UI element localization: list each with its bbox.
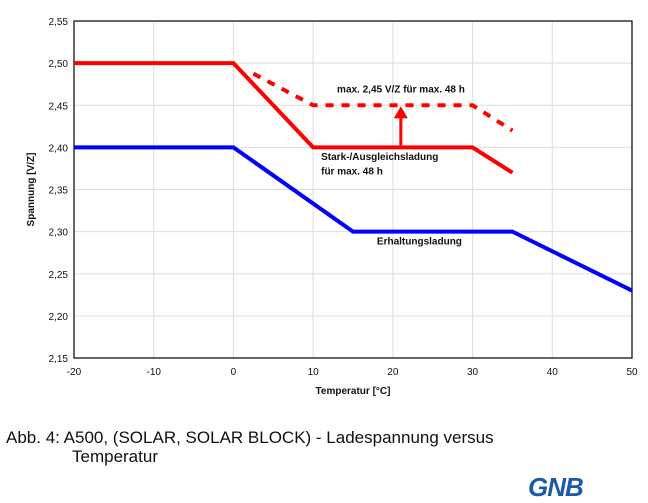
y-tick-label: 2,35 — [49, 186, 69, 197]
x-tick-label: 40 — [547, 367, 559, 378]
figure-caption: Abb. 4: A500, (SOLAR, SOLAR BLOCK) - Lad… — [6, 428, 494, 466]
x-tick-label: 0 — [231, 367, 237, 378]
y-tick-label: 2,15 — [49, 354, 69, 365]
x-tick-label: 50 — [626, 367, 638, 378]
y-axis-label: Spannung [V/Z] — [26, 153, 37, 227]
chart: -20 -10 0 10 20 30 40 50 2,15 2,20 2,25 2,30 2,35 2,4… — [26, 17, 638, 397]
y-tick-label: 2,30 — [49, 228, 69, 239]
y-tick-label: 2,55 — [49, 17, 69, 28]
caption-line-1: Abb. 4: A500, (SOLAR, SOLAR BLOCK) - Lad… — [6, 428, 494, 447]
x-tick-label: 10 — [308, 367, 320, 378]
series-line-0 — [74, 61, 514, 175]
caption-line-2: Temperatur — [72, 447, 158, 466]
annotation: max. 2,45 V/Z für max. 48 h — [337, 85, 465, 96]
gnb-logo: GNB — [528, 472, 584, 502]
x-tick-label: -10 — [146, 367, 161, 378]
y-tick-label: 2,25 — [49, 270, 69, 281]
annotation: Erhaltungsladung — [377, 236, 462, 247]
arrow-head — [393, 106, 408, 119]
y-tick-label: 2,40 — [49, 143, 69, 154]
annotation: Stark-/Ausgleichsladung — [321, 152, 438, 163]
series-line-2 — [74, 145, 633, 293]
y-tick-label: 2,45 — [49, 101, 69, 112]
x-tick-label: 30 — [467, 367, 479, 378]
annotation: für max. 48 h — [321, 166, 383, 177]
x-axis-label: Temperatur [°C] — [316, 386, 391, 397]
x-tick-label: 20 — [387, 367, 399, 378]
series-line-1 — [252, 71, 514, 133]
plot-frame — [73, 20, 633, 359]
y-tick-label: 2,50 — [49, 59, 69, 70]
y-tick-label: 2,20 — [49, 312, 69, 323]
x-tick-label: -20 — [67, 367, 82, 378]
